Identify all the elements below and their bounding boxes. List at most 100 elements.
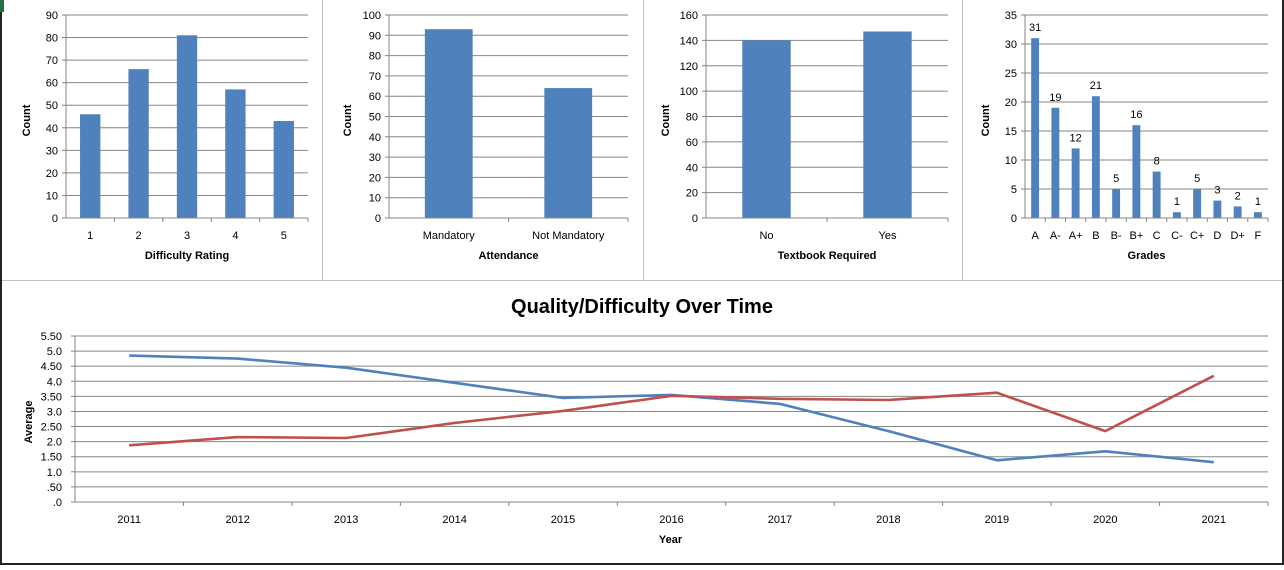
y-axis-title: Count [21,104,33,136]
attendance-chart: 0 10 20 30 40 50 60 70 80 90 100 Mandatory Not Manda… [323,0,643,280]
x-category-label: 2013 [334,514,358,526]
series-line-2 [129,374,1215,447]
panel-divider [643,0,644,281]
y-tick-label: .50 [47,482,62,494]
data-label: 5 [1113,173,1119,185]
difficulty-rating-chart: 0 10 20 30 40 50 60 70 80 90 1 2 3 4 5 Difficulty Ratin… [0,0,322,280]
bar-A+ [1071,148,1080,218]
y-tick-label: 90 [46,10,58,22]
panel-divider [962,0,963,281]
y-tick-label: 10 [1005,155,1017,167]
x-category-label: D+ [1230,230,1244,242]
y-tick-label: 0 [1011,213,1017,225]
data-label: 5 [1194,173,1200,185]
y-tick-label: 20 [369,172,381,184]
y-tick-label: 100 [363,10,381,22]
y-tick-label: 20 [1005,97,1017,109]
bar-3 [176,35,198,218]
x-category-label: 2012 [225,514,249,526]
y-tick-label: 40 [46,123,58,135]
y-tick-label: 40 [369,132,381,144]
x-category-label: 2017 [768,514,792,526]
x-category-label: 2014 [442,514,466,526]
y-tick-label: 100 [680,86,698,98]
bar-D [1213,200,1222,218]
y-axis-title: Average [23,400,35,443]
x-category-label: B- [1111,230,1122,242]
y-tick-label: 2.50 [41,422,62,434]
x-category-label: 2020 [1093,514,1117,526]
y-tick-label: 35 [1005,10,1017,22]
y-tick-label: 90 [369,30,381,42]
grades-chart: 0 5 10 15 20 25 30 35 A 31 A- 19 A+ 12 B 21 B- 5 B+ 16 C 8 C- 1… [963,0,1284,280]
quality-difficulty-over-time-chart: Quality/Difficulty Over Time .0 .50 1.0 1.50… [0,281,1284,565]
x-category-label: C [1153,230,1161,242]
x-category-label: 2019 [985,514,1009,526]
y-tick-label: 3.50 [41,391,62,403]
y-tick-label: 1.0 [47,467,62,479]
x-category-label: 5 [281,230,287,242]
y-tick-label: 10 [46,190,58,202]
textbook-required-chart: 0 20 40 60 80 100 120 140 160 No Yes Textbook Requi… [644,0,962,280]
x-category-label: A [1031,230,1039,242]
y-tick-label: 30 [369,152,381,164]
chart-title: Quality/Difficulty Over Time [511,296,773,318]
data-label: 21 [1090,80,1102,92]
y-tick-label: 0 [692,213,698,225]
x-category-label: 2 [136,230,142,242]
x-axis-title: Grades [1128,250,1166,262]
window-edge-bottom [0,563,1284,565]
difficulty-rating-chart-svg: 0 10 20 30 40 50 60 70 80 90 1 2 3 4 5 Difficulty Ratin… [21,10,309,262]
y-axis-title: Count [660,104,672,136]
x-category-label: Mandatory [423,230,475,242]
y-tick-label: 50 [369,112,381,124]
y-tick-label: 50 [46,100,58,112]
y-tick-label: 160 [680,10,698,22]
y-tick-label: 4.0 [47,376,62,388]
y-axis-title: Count [342,104,354,136]
bar-Not Mandatory [544,88,593,218]
bar-A [1031,38,1040,219]
x-category-label: A+ [1069,230,1083,242]
quality-difficulty-chart-svg: Quality/Difficulty Over Time .0 .50 1.0 1.50… [23,296,1269,546]
x-category-label: Not Mandatory [532,230,605,242]
y-tick-label: 15 [1005,126,1017,138]
y-tick-label: 30 [1005,39,1017,51]
x-category-label: C+ [1190,230,1204,242]
bar-5 [273,121,294,218]
window-edge-left [0,0,2,565]
bar-A- [1051,107,1060,218]
y-tick-label: 30 [46,145,58,157]
data-label: 2 [1235,190,1241,202]
x-category-label: 2011 [117,514,141,526]
bar-No [742,40,791,218]
y-tick-label: 40 [686,162,698,174]
bar-4 [225,89,246,218]
bar-C+ [1193,189,1202,218]
data-label: 1 [1174,196,1180,208]
attendance-chart-svg: 0 10 20 30 40 50 60 70 80 90 100 Mandatory Not Manda… [342,10,629,262]
bar-1 [80,114,101,218]
x-category-label: D [1213,230,1221,242]
y-tick-label: 3.0 [47,406,62,418]
y-tick-label: 140 [680,35,698,47]
x-category-label: A- [1050,230,1061,242]
bar-C [1152,171,1161,218]
data-label: 12 [1070,132,1082,144]
x-category-label: B+ [1129,230,1143,242]
data-label: 31 [1029,22,1041,34]
x-category-label: No [759,230,773,242]
bar-B [1091,96,1100,218]
y-tick-label: 60 [369,91,381,103]
y-tick-label: 70 [46,55,58,67]
y-tick-label: 20 [46,168,58,180]
series-line-1 [129,354,1214,464]
y-tick-label: 5.50 [41,331,62,343]
data-label: 19 [1049,92,1061,104]
y-axis-title: Count [980,104,992,136]
bar-B+ [1132,125,1141,218]
x-axis-title: Year [659,534,683,546]
bar-2 [128,69,149,218]
grades-chart-svg: 05101520253035A31A-19A+12B21B-5B+16C8C-1… [980,10,1269,262]
data-label: 1 [1255,196,1261,208]
